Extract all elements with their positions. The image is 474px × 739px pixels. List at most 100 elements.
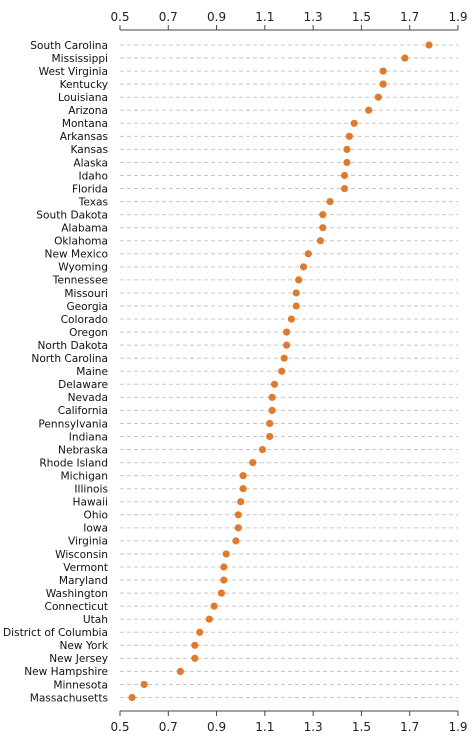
data-point: [292, 289, 300, 297]
data-point: [239, 472, 247, 480]
category-label: Utah: [83, 614, 108, 626]
data-point: [239, 485, 247, 493]
data-point: [237, 498, 245, 506]
category-label: California: [58, 405, 108, 417]
data-point: [205, 615, 213, 623]
data-point: [299, 263, 308, 271]
category-label: Ohio: [84, 510, 108, 522]
data-point: [234, 524, 242, 532]
category-label: Georgia: [66, 301, 108, 313]
category-label: Virginia: [68, 536, 108, 548]
data-point: [176, 667, 184, 676]
category-label: Florida: [72, 183, 108, 195]
data-point: [343, 158, 351, 167]
data-point: [258, 445, 267, 454]
data-point: [270, 380, 279, 388]
data-point: [266, 419, 274, 428]
category-label: Iowa: [83, 523, 108, 535]
category-label: New York: [59, 640, 108, 652]
category-label: New Hampshire: [24, 666, 108, 678]
data-point: [280, 354, 288, 362]
category-label: Kentucky: [60, 79, 108, 91]
category-label: Nebraska: [58, 444, 108, 456]
data-point: [140, 680, 148, 689]
top-tick-label: 0.9: [207, 10, 226, 24]
data-point: [210, 602, 218, 610]
category-label: Texas: [78, 196, 108, 208]
category-label: Mississippi: [52, 53, 108, 65]
category-label: Maine: [76, 366, 108, 378]
data-point: [340, 171, 349, 180]
data-point: [266, 432, 274, 441]
data-point: [287, 315, 296, 323]
category-label: Rhode Island: [39, 457, 108, 469]
category-label: Michigan: [61, 470, 109, 482]
category-label: Maryland: [59, 575, 108, 587]
axes: 0.5 0.5 0.7 0.7 0.9 0.9 1.1 1.1 1.3 1.3 1.5 1.5 1.7 1…: [110, 10, 467, 734]
data-point: [282, 328, 291, 336]
category-label: South Dakota: [36, 209, 108, 221]
data-point: [220, 576, 228, 584]
data-point: [268, 393, 276, 401]
category-label: North Dakota: [37, 340, 108, 352]
gridlines: [120, 44, 458, 698]
category-label: District of Columbia: [3, 627, 108, 639]
category-label: Arizona: [68, 105, 108, 117]
data-point: [292, 302, 300, 310]
category-label: Hawaii: [72, 497, 108, 509]
bottom-tick-label: 1.9: [448, 720, 467, 734]
data-point: [128, 693, 136, 702]
data-point: [401, 54, 409, 62]
data-point: [217, 589, 225, 597]
data-point: [278, 367, 286, 375]
data-point: [282, 341, 291, 349]
category-label: Wyoming: [58, 262, 108, 274]
category-label: Illinois: [74, 484, 108, 496]
category-label: Kansas: [71, 144, 109, 156]
data-point: [268, 406, 276, 414]
data-point: [196, 628, 204, 636]
data-point: [191, 654, 199, 662]
category-label: Connecticut: [45, 601, 108, 613]
category-label: New Jersey: [49, 653, 108, 665]
top-tick-label: 1.7: [400, 10, 419, 24]
top-tick-label: 1.3: [304, 10, 323, 24]
category-label: Delaware: [58, 379, 108, 391]
data-point: [220, 563, 228, 571]
category-label: Washington: [46, 588, 108, 600]
top-tick-label: 1.9: [448, 10, 467, 24]
category-label: South Carolina: [30, 40, 108, 52]
category-label: Nevada: [68, 392, 108, 404]
category-label: New Mexico: [45, 249, 108, 261]
bottom-tick-label: 1.3: [304, 720, 323, 734]
category-label: Vermont: [63, 562, 108, 574]
category-label: Alaska: [73, 157, 108, 169]
category-label: Colorado: [61, 314, 108, 326]
category-label: North Carolina: [31, 353, 108, 365]
data-point: [326, 198, 334, 206]
data-point: [350, 119, 358, 127]
data-point: [234, 511, 242, 519]
data-point: [191, 641, 199, 649]
data-points: [128, 41, 433, 702]
category-label: Montana: [62, 118, 108, 130]
category-label: Arkansas: [60, 131, 108, 143]
category-label: Pennsylvania: [38, 418, 108, 430]
category-label: Minnesota: [53, 679, 108, 691]
category-label: Idaho: [78, 170, 108, 182]
data-point: [345, 132, 353, 140]
top-tick-label: 1.5: [352, 10, 371, 24]
data-point: [425, 41, 433, 49]
data-point: [379, 80, 387, 88]
category-label: Massachusetts: [30, 692, 108, 704]
category-label: Alabama: [61, 223, 108, 235]
data-point: [232, 537, 240, 545]
data-point: [319, 224, 327, 232]
category-label: Tennessee: [52, 275, 108, 287]
top-tick-label: 1.1: [255, 10, 274, 24]
data-point: [374, 93, 382, 101]
data-point: [222, 550, 230, 558]
data-point: [316, 237, 324, 245]
